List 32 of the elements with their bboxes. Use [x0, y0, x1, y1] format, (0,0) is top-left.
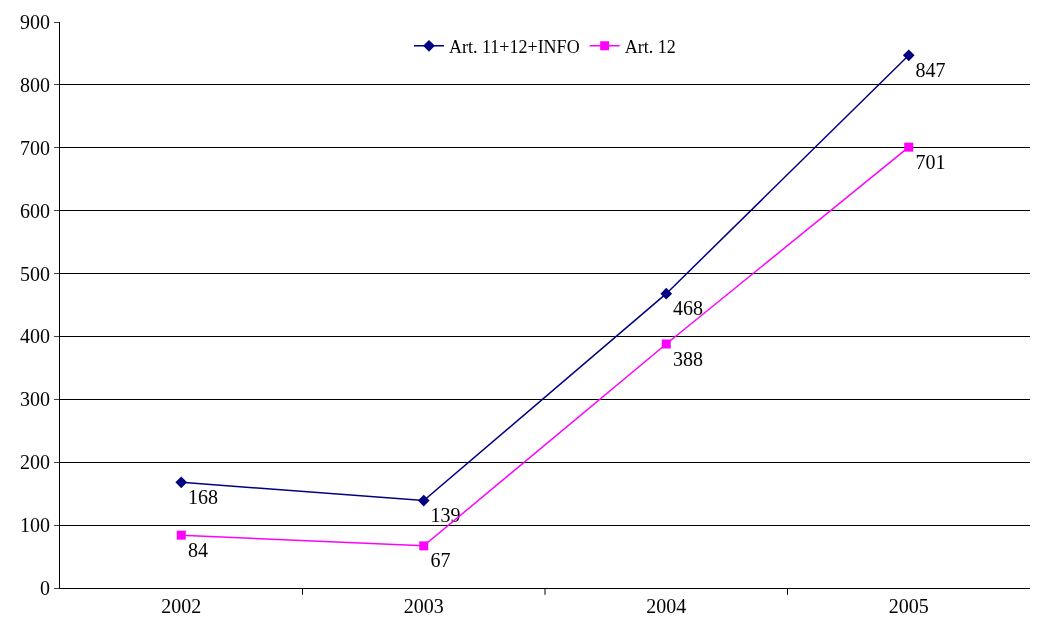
point — [417, 494, 430, 507]
y-tick-label: 400 — [20, 325, 50, 348]
y-tick-label: 0 — [40, 577, 50, 599]
data-label: 468 — [672, 297, 703, 320]
y-tick-label: 200 — [20, 451, 50, 474]
data-label: 139 — [430, 504, 461, 527]
y-tick-label: 100 — [20, 514, 50, 537]
y-tick-label: 600 — [20, 199, 50, 222]
x-tick-label: 2002 — [161, 595, 202, 617]
legend-label: Art. 12 — [624, 36, 676, 57]
point — [904, 142, 914, 152]
data-label: 168 — [187, 485, 218, 508]
y-tick-label: 800 — [20, 73, 50, 96]
point — [902, 49, 915, 62]
data-label: 847 — [915, 58, 946, 81]
data-label: 67 — [430, 549, 451, 572]
point — [175, 476, 188, 489]
point — [419, 541, 429, 551]
legend-label: Art. 11+12+INFO — [449, 36, 580, 57]
data-label: 84 — [187, 538, 208, 561]
data-label: 701 — [915, 150, 946, 173]
x-tick-label: 2004 — [646, 595, 687, 617]
x-tick-label: 2005 — [888, 595, 929, 617]
y-tick-label: 500 — [20, 262, 50, 285]
x-tick-label: 2003 — [403, 595, 444, 617]
y-tick-label: 700 — [20, 136, 50, 159]
point — [660, 287, 673, 300]
point — [661, 339, 671, 349]
point — [176, 530, 186, 540]
y-tick-label: 900 — [20, 11, 50, 33]
y-tick-label: 300 — [20, 388, 50, 411]
data-label: 388 — [672, 347, 703, 370]
